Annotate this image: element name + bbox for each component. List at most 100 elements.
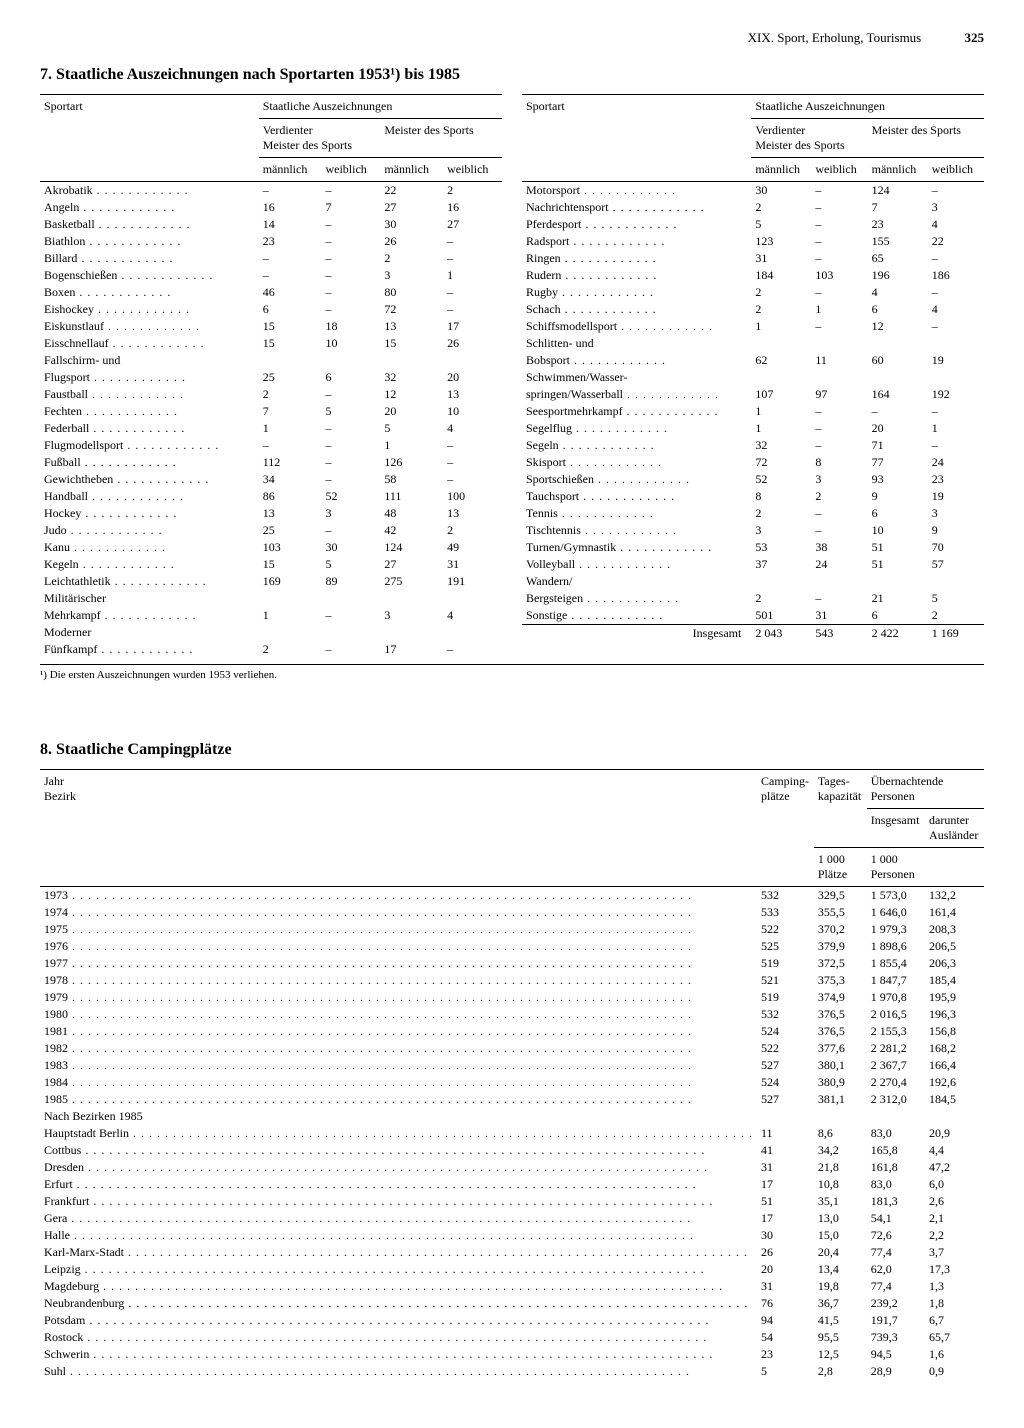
cell-value: – bbox=[443, 641, 502, 658]
cell-value: 25 bbox=[259, 369, 322, 386]
table-row: 1982522377,62 281,2168,2 bbox=[40, 1040, 984, 1057]
cell-value: 22 bbox=[380, 182, 443, 200]
cell-value: 521 bbox=[757, 972, 814, 989]
cell-value: 2 270,4 bbox=[867, 1074, 925, 1091]
table-row: Sportschießen5239323 bbox=[522, 471, 984, 488]
sport-label: Sonstige bbox=[522, 607, 751, 625]
table-row: Hockey1334813 bbox=[40, 505, 502, 522]
sport-label: Tauchsport bbox=[522, 488, 751, 505]
cell-value: 15 bbox=[259, 335, 322, 352]
row-label: 1982 bbox=[40, 1040, 757, 1057]
table-row: Flugsport2563220 bbox=[40, 369, 502, 386]
cell-value: – bbox=[321, 420, 380, 437]
cell-value: – bbox=[321, 284, 380, 301]
cell-value: 51 bbox=[868, 556, 928, 573]
cell-value: 26 bbox=[443, 335, 502, 352]
cell-value: – bbox=[321, 250, 380, 267]
cell-value: 77,4 bbox=[867, 1278, 925, 1295]
cell-value: 30 bbox=[751, 182, 811, 200]
cell-value: 2,8 bbox=[814, 1363, 867, 1380]
cell-value bbox=[811, 335, 867, 352]
table-row: 1985527381,12 312,0184,5 bbox=[40, 1091, 984, 1108]
cell-value: – bbox=[928, 182, 984, 200]
cell-value bbox=[380, 352, 443, 369]
cell-value: 1 898,6 bbox=[867, 938, 925, 955]
sport-label: Mehrkampf bbox=[40, 607, 259, 624]
row-label: Erfurt bbox=[40, 1176, 757, 1193]
sport-label: Basketball bbox=[40, 216, 259, 233]
sport-label: Eiskunstlauf bbox=[40, 318, 259, 335]
cell-value: 1 573,0 bbox=[867, 887, 925, 905]
cell-value: – bbox=[811, 233, 867, 250]
cell-value: – bbox=[321, 454, 380, 471]
cell-value: – bbox=[259, 437, 322, 454]
cell-value: 2 312,0 bbox=[867, 1091, 925, 1108]
cell-value: 2 281,2 bbox=[867, 1040, 925, 1057]
cell-value: 10 bbox=[321, 335, 380, 352]
page-header: XIX. Sport, Erholung, Tourismus 325 bbox=[40, 30, 984, 46]
cell-value: 46 bbox=[259, 284, 322, 301]
cell-value: 60 bbox=[868, 352, 928, 369]
row-label: 1974 bbox=[40, 904, 757, 921]
cell-value: 2 bbox=[259, 641, 322, 658]
cell-value: 2,2 bbox=[925, 1227, 984, 1244]
cell-value: – bbox=[811, 284, 867, 301]
cell-value: 17 bbox=[757, 1176, 814, 1193]
col-camping: Camping-plätze bbox=[757, 770, 814, 887]
table-row: Schiffsmodellsport1–12– bbox=[522, 318, 984, 335]
cell-value: 739,3 bbox=[867, 1329, 925, 1346]
cell-value: – bbox=[443, 301, 502, 318]
cell-value: 168,2 bbox=[925, 1040, 984, 1057]
cell-value: 533 bbox=[757, 904, 814, 921]
cell-value: 376,5 bbox=[814, 1023, 867, 1040]
cell-value: 124 bbox=[380, 539, 443, 556]
cell-value: 532 bbox=[757, 1006, 814, 1023]
cell-value: 184,5 bbox=[925, 1091, 984, 1108]
cell-value: – bbox=[868, 403, 928, 420]
cell-value: 1,3 bbox=[925, 1278, 984, 1295]
cell-value: 103 bbox=[811, 267, 867, 284]
cell-value: 2 367,7 bbox=[867, 1057, 925, 1074]
table-row: Sonstige5013162 bbox=[522, 607, 984, 625]
cell-value: 7 bbox=[868, 199, 928, 216]
cell-value: 42 bbox=[380, 522, 443, 539]
cell-value: 13 bbox=[380, 318, 443, 335]
sport-label: Segelflug bbox=[522, 420, 751, 437]
cell-value: 9 bbox=[868, 488, 928, 505]
cell-value: 3 bbox=[928, 505, 984, 522]
table-row: Kegeln1552731 bbox=[40, 556, 502, 573]
cell-value: 2,1 bbox=[925, 1210, 984, 1227]
cell-value: 155 bbox=[868, 233, 928, 250]
cell-value: – bbox=[321, 641, 380, 658]
cell-value: 22 bbox=[928, 233, 984, 250]
cell-value: 2 016,5 bbox=[867, 1006, 925, 1023]
cell-value: 196 bbox=[868, 267, 928, 284]
cell-value: 89 bbox=[321, 573, 380, 590]
cell-value: 72 bbox=[380, 301, 443, 318]
sport-label: Federball bbox=[40, 420, 259, 437]
table-row: Neubrandenburg7636,7239,21,8 bbox=[40, 1295, 984, 1312]
cell-value: – bbox=[811, 182, 867, 200]
sport-label: Schwimmen/Wasser- bbox=[522, 369, 751, 386]
cell-value: 124 bbox=[868, 182, 928, 200]
col-tages: Tages-kapazität bbox=[814, 770, 867, 809]
sport-label: Eisschnellauf bbox=[40, 335, 259, 352]
cell-value: 156,8 bbox=[925, 1023, 984, 1040]
cell-value: 35,1 bbox=[814, 1193, 867, 1210]
table-row: Akrobatik––222 bbox=[40, 182, 502, 200]
cell-value: – bbox=[321, 437, 380, 454]
cell-value: – bbox=[259, 182, 322, 200]
col-sportart: Sportart bbox=[40, 95, 259, 182]
cell-value: 1 bbox=[259, 607, 322, 624]
cell-value: 19 bbox=[928, 488, 984, 505]
cell-value: 76 bbox=[757, 1295, 814, 1312]
cell-value: 13 bbox=[259, 505, 322, 522]
cell-value: 4 bbox=[443, 607, 502, 624]
table7-right: Sportart Staatliche Auszeichnungen Verdi… bbox=[522, 94, 984, 642]
row-label: 1973 bbox=[40, 887, 757, 905]
cell-value: 52 bbox=[751, 471, 811, 488]
cell-value: 184 bbox=[751, 267, 811, 284]
cell-value: 381,1 bbox=[814, 1091, 867, 1108]
cell-value bbox=[443, 352, 502, 369]
cell-value: 8 bbox=[751, 488, 811, 505]
